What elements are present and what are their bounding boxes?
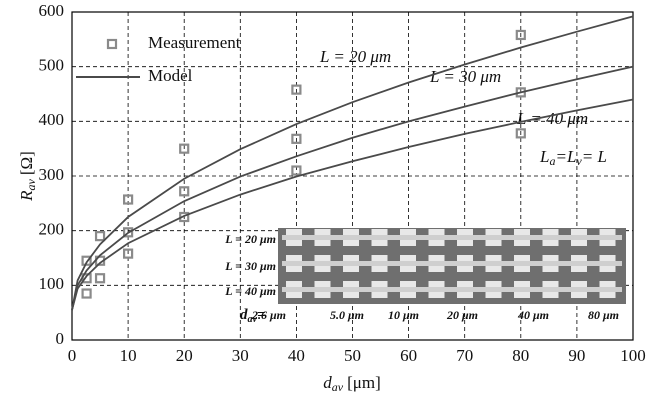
x-label-unit: [μm] [347,373,381,392]
inset-column-label: 10 μm [388,308,419,322]
condition-part: = [555,147,566,166]
measurement-marker [515,87,526,98]
legend-label: Model [148,66,193,85]
measurement-marker [122,227,134,238]
annotation: L = 40 μm [516,109,588,128]
x-tick-label: 80 [512,346,529,365]
measurement-marker [515,128,526,139]
annotation: L = 20 μm [319,47,391,66]
y-label-unit: [Ω] [17,151,36,175]
measurement-marker [94,273,106,284]
inset-trace [282,261,622,266]
model-line [71,15,634,311]
inset-row-label: L = 20 μm [224,232,276,246]
condition-part: L [539,147,549,166]
inset: L = 20 μm L = 30 μm L = 40 μm dav=2.6 μm 5.0… [224,228,626,325]
inset-column-label: 20 μm [446,308,478,322]
x-tick-label: 90 [568,346,585,365]
measurement-marker [122,194,134,205]
x-tick-label: 10 [120,346,137,365]
measurement-marker [291,133,302,144]
measurement-marker [291,84,302,95]
x-tick-label: 40 [288,346,305,365]
measurement-marker [81,255,92,266]
y-tick-label: 0 [56,329,65,348]
inset-row-label: L = 40 μm [224,284,276,298]
y-label-symbol: R [17,190,36,202]
x-tick-label: 30 [232,346,249,365]
y-tick-label: 300 [39,165,65,184]
x-tick-label: 60 [400,346,417,365]
inset-trace [282,287,622,292]
measurement-marker [515,29,526,41]
inset-column-title: dav= [240,307,266,325]
inset-column-label: 5.0 μm [330,308,364,322]
y-tick-label: 600 [39,1,65,20]
x-tick-label: 0 [68,346,77,365]
x-axis-label: dav [μm] [323,373,381,394]
model-line [71,65,634,311]
y-tick-label: 100 [39,274,65,293]
measurement-marker [291,165,302,176]
measurement-marker [81,288,92,299]
legend-label: Measurement [148,33,241,52]
measurement-marker [94,231,106,242]
y-tick-label: 500 [39,56,65,75]
condition-part: a [549,154,555,168]
condition-part: = L [582,147,607,166]
x-tick-label: 100 [620,346,646,365]
inset-column-label: 80 μm [588,308,619,322]
x-tick-label: 50 [344,346,361,365]
measurement-marker [179,143,190,154]
x-label-symbol: d [323,373,332,392]
inset-trace [282,235,622,240]
measurement-marker [179,186,190,197]
legend-marker [106,38,118,50]
inset-column-label: 2.6 μm [251,308,286,322]
model-line [71,98,634,311]
inset-subscript: av [248,314,258,325]
y-label-subscript: av [24,178,38,190]
y-tick-label: 400 [39,110,65,129]
y-axis-label: Rav [Ω] [17,151,38,202]
inset-symbol: d [240,307,248,323]
inset-equals: = [257,307,266,323]
inset-row-label: L = 30 μm [224,259,276,273]
x-tick-label: 70 [456,346,473,365]
x-tick-label: 20 [176,346,193,365]
condition: La=Lv= L [539,147,607,168]
condition-part: v [576,154,582,168]
inset-column-label: 40 μm [517,308,549,322]
condition-part: L [566,147,576,166]
y-tick-label: 200 [39,220,65,239]
measurement-marker [122,248,134,259]
x-label-subscript: av [332,380,344,394]
